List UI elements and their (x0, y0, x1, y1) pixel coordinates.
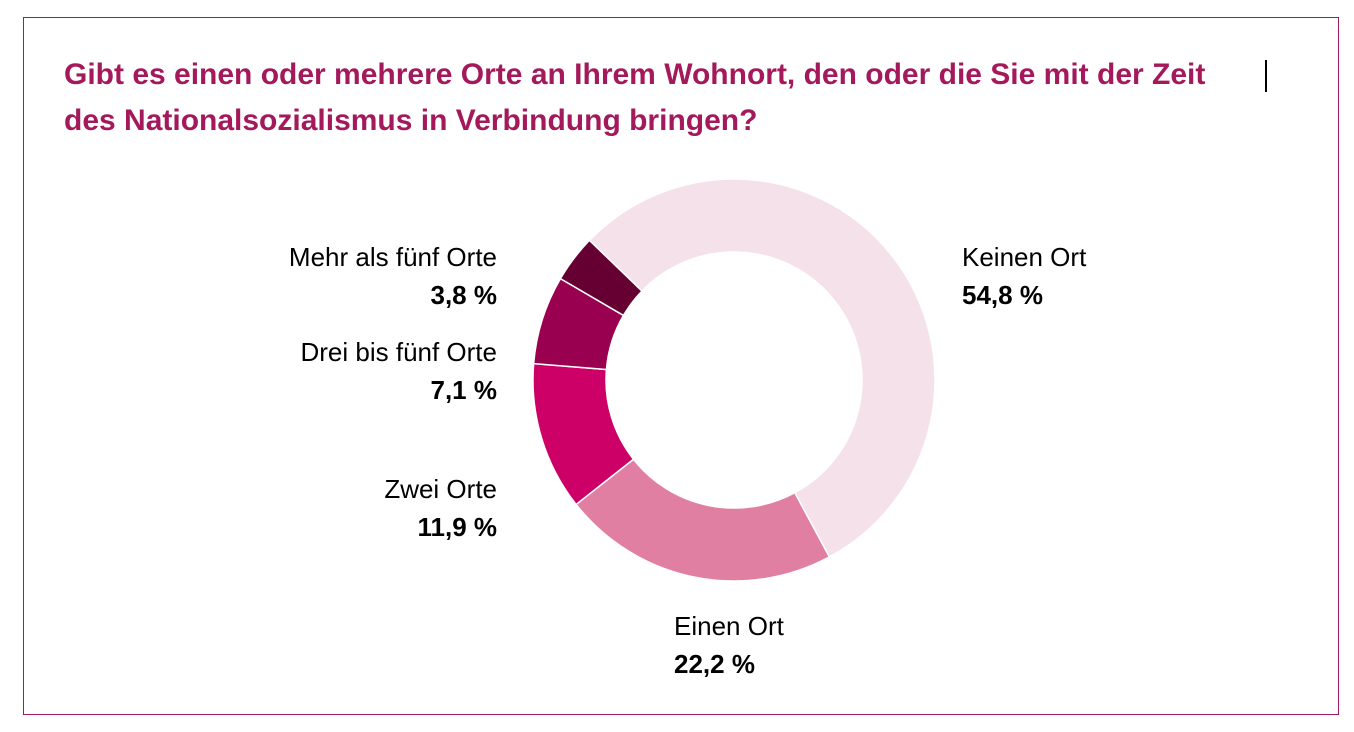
text-cursor (1265, 60, 1267, 92)
slice-label: Mehr als fünf Orte (288, 242, 497, 272)
chart-title-line-1: Gibt es einen oder mehrere Orte an Ihrem… (64, 58, 1206, 91)
slice-value: 22,2 % (674, 649, 755, 679)
slice-value: 3,8 % (430, 280, 498, 310)
slice-value: 54,8 % (962, 280, 1043, 310)
label-einen-ort: Einen Ort 22,2 % (674, 607, 784, 683)
slice-label: Einen Ort (674, 611, 784, 641)
slice-label: Keinen Ort (962, 242, 1087, 272)
label-drei-bis-fuenf-orte: Drei bis fünf Orte 7,1 % (300, 333, 497, 409)
donut-slice-0 (588, 178, 936, 558)
label-keinen-ort: Keinen Ort 54,8 % (962, 238, 1086, 314)
donut-slice-4 (559, 239, 643, 317)
slice-label: Drei bis fünf Orte (300, 337, 497, 367)
donut-slice-1 (575, 458, 831, 582)
slice-value: 11,9 % (417, 512, 497, 542)
chart-frame (23, 17, 1339, 715)
chart-title: Gibt es einen oder mehrere Orte an Ihrem… (64, 52, 1284, 144)
slice-label: Zwei Orte (384, 474, 497, 504)
label-zwei-orte: Zwei Orte 11,9 % (384, 470, 497, 546)
label-mehr-als-fuenf-orte: Mehr als fünf Orte 3,8 % (289, 238, 497, 314)
slice-value: 7,1 % (430, 375, 498, 405)
chart-title-line-2: des Nationalsozialismus in Verbindung br… (64, 104, 758, 137)
